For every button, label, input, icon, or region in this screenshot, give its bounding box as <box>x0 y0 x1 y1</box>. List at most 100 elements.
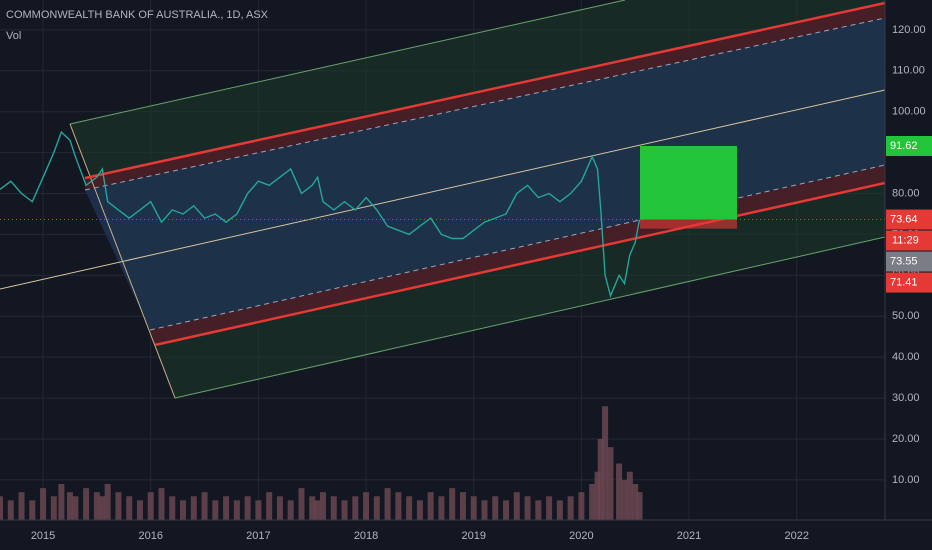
median-line <box>0 89 885 290</box>
volume-bar <box>83 488 90 520</box>
volume-bar <box>513 492 520 520</box>
volume-bar <box>7 500 14 520</box>
volume-bar <box>66 492 73 520</box>
volume-bar <box>330 496 337 520</box>
volume-bar <box>212 500 219 520</box>
volume-bar <box>169 496 176 520</box>
volume-bar <box>93 492 100 520</box>
y-tick-label: 40.00 <box>892 351 920 363</box>
countdown: 11:29 <box>892 234 919 246</box>
y-tick-label: 30.00 <box>892 392 920 404</box>
outer-line <box>69 0 626 125</box>
volume-bar <box>632 483 639 520</box>
volume-bar <box>470 496 477 520</box>
volume-bar <box>309 496 316 520</box>
volume-bar <box>233 500 240 520</box>
volume-bar <box>244 496 251 520</box>
volume-bar <box>427 492 434 520</box>
volume-bar <box>621 479 628 520</box>
volume-bar <box>29 500 36 520</box>
volume-bar <box>438 496 445 520</box>
y-tick-label: 80.00 <box>892 187 920 199</box>
upper-dashed-line <box>84 17 885 191</box>
stop-box <box>640 219 737 229</box>
volume-bar <box>416 500 423 520</box>
volume-bar <box>556 500 563 520</box>
volume-bar <box>459 492 466 520</box>
price-line <box>0 130 641 298</box>
volume-bar <box>58 483 65 520</box>
volume-bar <box>126 496 133 520</box>
volume-bar <box>314 500 321 520</box>
volume-bar <box>535 500 542 520</box>
upper-red-line <box>84 1 885 180</box>
volume-bar <box>255 500 262 520</box>
volume-bar <box>147 492 154 520</box>
drawings <box>0 0 885 520</box>
volume-bar <box>597 438 604 520</box>
volume-bar <box>395 492 402 520</box>
volume-bar <box>352 496 359 520</box>
price-label: 71.41 <box>890 276 918 288</box>
volume-bar <box>50 496 57 520</box>
volume-bar <box>341 500 348 520</box>
chart-title: COMMONWEALTH BANK OF AUSTRALIA., 1D, ASX <box>6 9 269 21</box>
volume-bar <box>578 492 585 520</box>
volume-bar <box>481 500 488 520</box>
y-tick-label: 50.00 <box>892 310 920 322</box>
volume-bar <box>607 447 614 520</box>
y-tick-label: 120.00 <box>892 24 926 36</box>
volume-bar <box>546 496 553 520</box>
volume-bar <box>594 471 601 520</box>
price-label: 73.55 <box>890 255 918 267</box>
volume-bar <box>72 496 79 520</box>
volume-bar <box>524 496 531 520</box>
x-tick-label: 2017 <box>246 530 270 542</box>
volume-bar <box>201 492 208 520</box>
x-tick-label: 2018 <box>354 530 378 542</box>
upper-band <box>85 3 885 190</box>
price-label-bg <box>886 272 932 293</box>
volume-bar <box>373 496 380 520</box>
x-tick-label: 2021 <box>677 530 701 542</box>
volume-bar <box>384 488 391 520</box>
price-label-bg <box>886 209 932 230</box>
volume-bar <box>406 496 413 520</box>
volume-bar <box>503 500 510 520</box>
volume-bar <box>276 496 283 520</box>
volume-bar <box>287 500 294 520</box>
volume-bar <box>0 496 3 520</box>
volume-bar <box>223 496 230 520</box>
y-tick-label: 110.00 <box>892 65 925 77</box>
price-label: 91.62 <box>890 140 918 152</box>
volume-bar <box>18 492 25 520</box>
volume-bar <box>492 496 499 520</box>
volume-bar <box>626 471 633 520</box>
lower-red-line <box>154 181 885 347</box>
volume-bar <box>190 496 197 520</box>
volume-bar <box>602 406 609 520</box>
volume-bar <box>589 483 596 520</box>
x-tick-label: 2020 <box>569 530 593 542</box>
x-tick-label: 2022 <box>784 530 808 542</box>
x-tick-label: 2015 <box>31 530 55 542</box>
volume-bar <box>266 492 273 520</box>
legend-vol: Vol <box>6 30 21 42</box>
volume-bar <box>136 500 143 520</box>
volume-bar <box>115 492 122 520</box>
x-tick-label: 2016 <box>138 530 162 542</box>
price-label-bg <box>886 135 932 156</box>
volume-bar <box>104 483 111 520</box>
price-label-bg <box>886 251 932 272</box>
volume-bar <box>99 496 106 520</box>
volume-bar <box>449 488 456 520</box>
target-box <box>640 145 737 220</box>
y-tick-label: 10.00 <box>892 474 920 486</box>
volume-bar <box>298 488 305 520</box>
y-tick-label: 20.00 <box>892 433 920 445</box>
x-tick-label: 2019 <box>461 530 485 542</box>
volume-bar <box>567 496 574 520</box>
y-tick-label: 100.00 <box>892 106 926 118</box>
volume-bar <box>636 492 643 520</box>
